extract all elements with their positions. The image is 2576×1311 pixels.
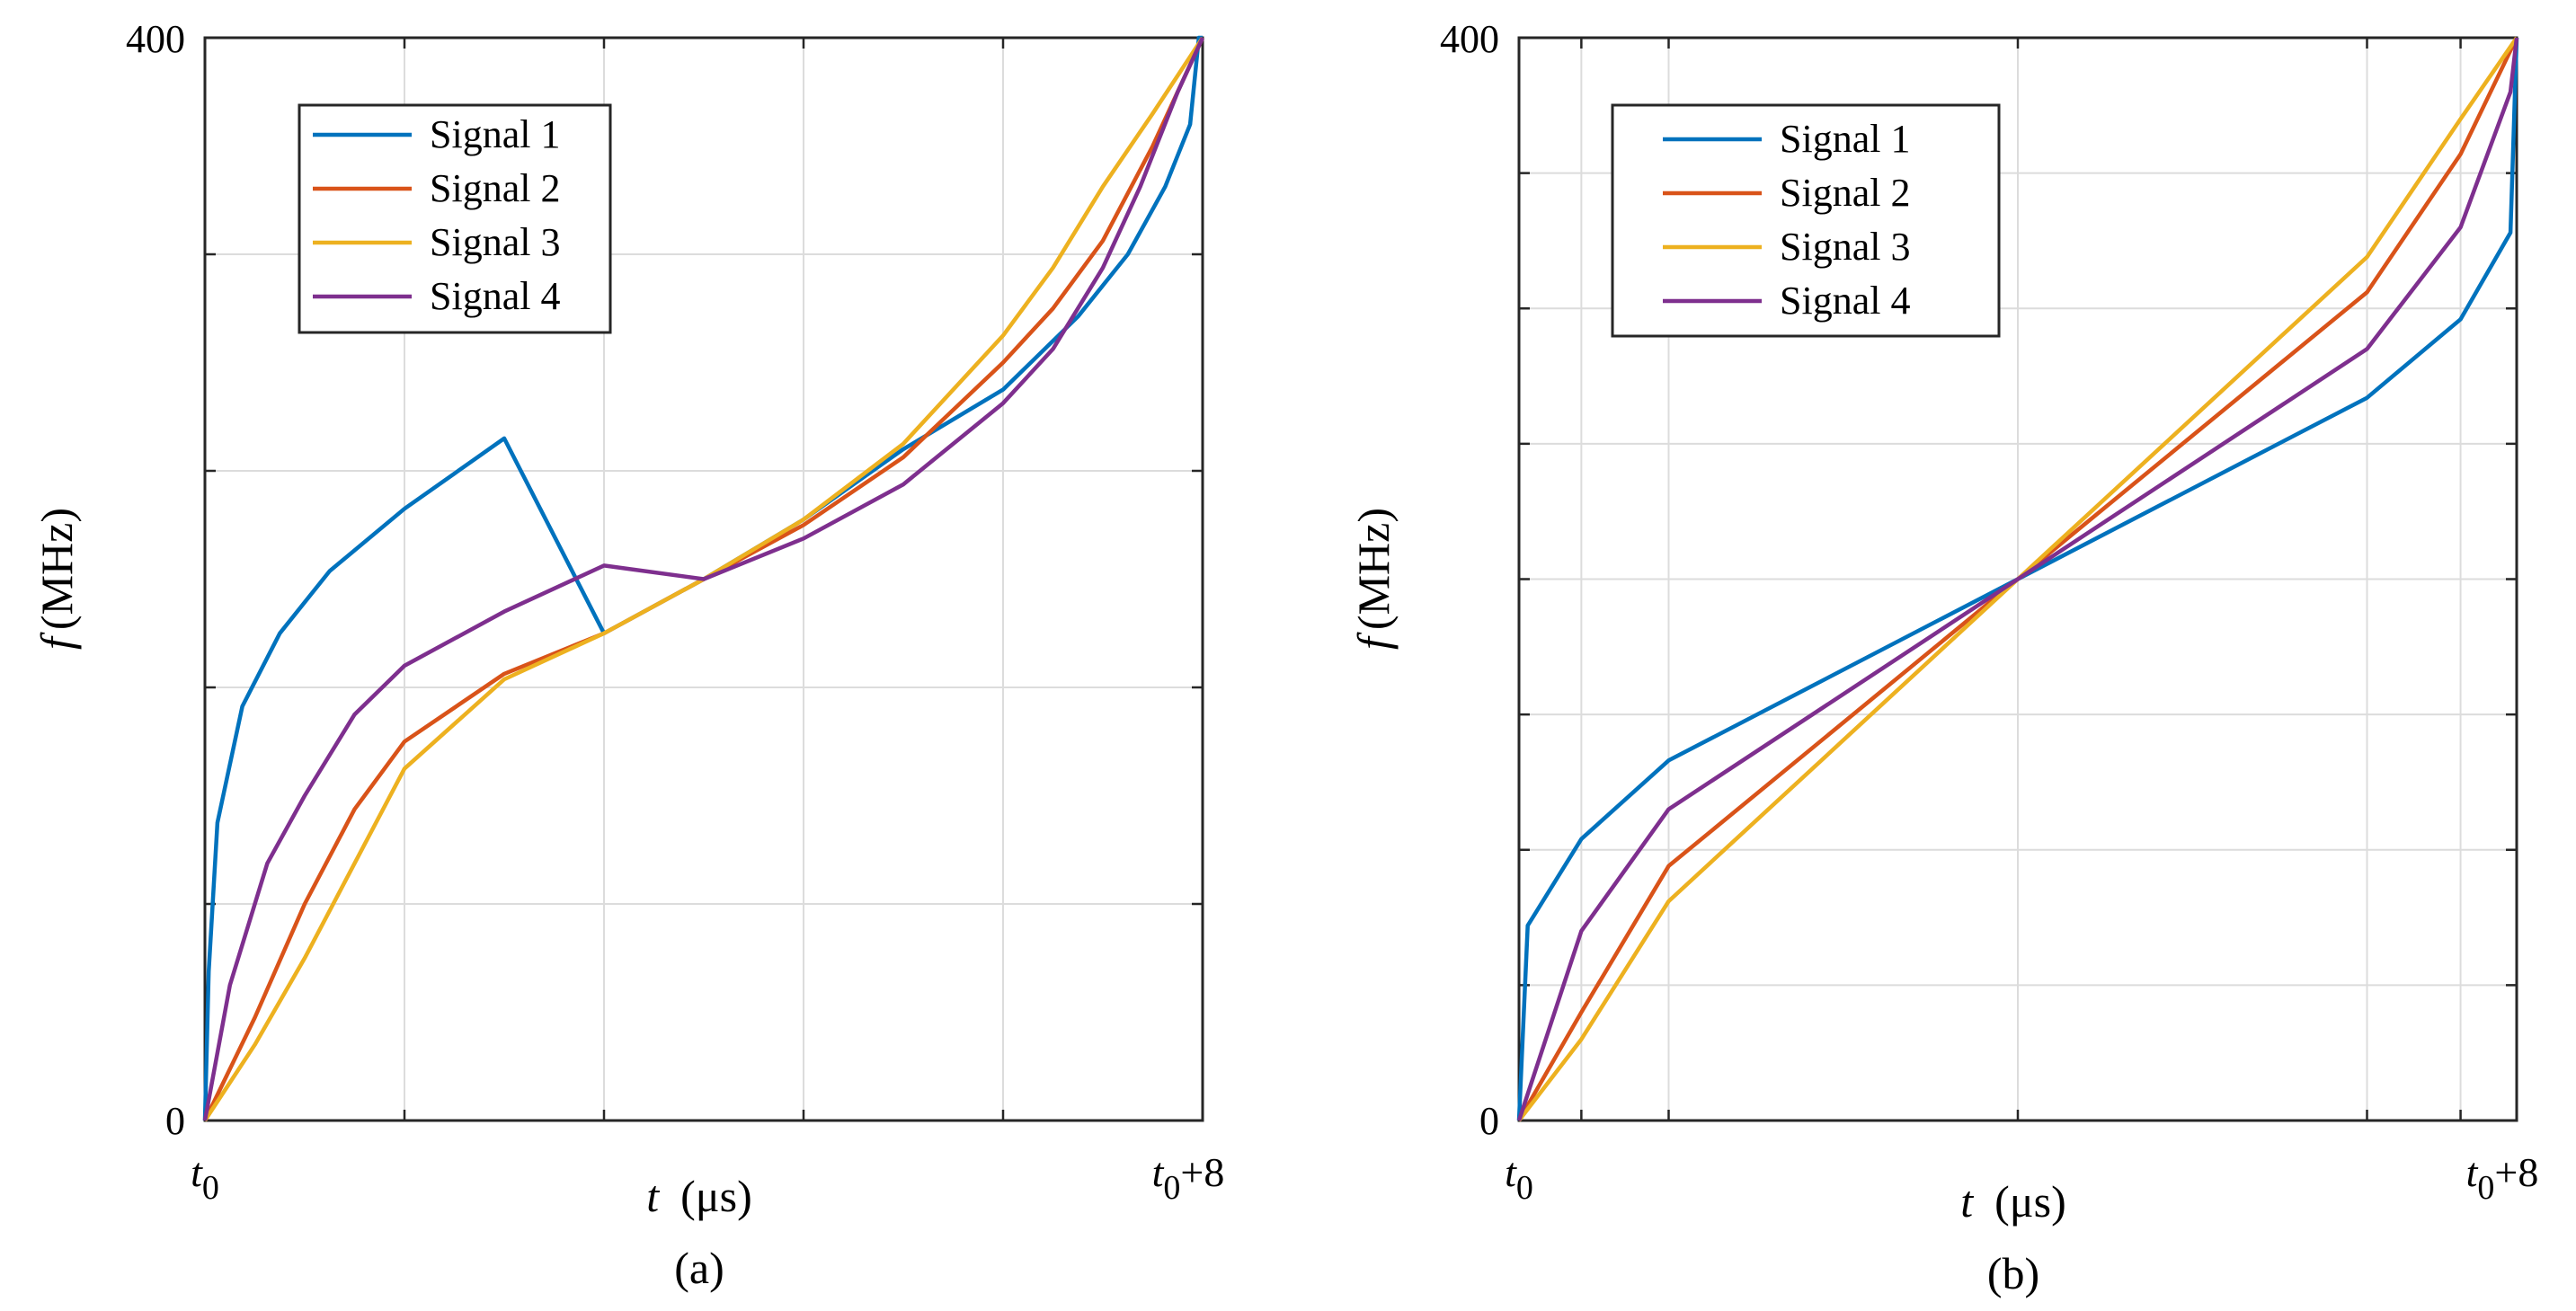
chart-panel-b: 400 0 t0 t0+8 t (μs) f(MHz) (b) Signal 1 … [1348, 17, 2538, 1298]
x-label-unit-a: (μs) [680, 1171, 752, 1221]
legend-label-signal-3-a: Signal 3 [430, 220, 560, 264]
legend-b: Signal 1 Signal 2 Signal 3 Signal 4 [1611, 103, 2001, 338]
y-label-symbol-a: f [31, 632, 82, 650]
ticks-b [1517, 36, 2518, 1122]
x-tick-end-suffix-b: +8 [2494, 1149, 2538, 1195]
x-axis-label-a: t (μs) [646, 1171, 751, 1221]
x-tick-start-sub-a: 0 [202, 1169, 219, 1207]
series-group-a [202, 35, 1205, 1122]
x-label-symbol-b: t [1960, 1176, 1974, 1227]
y-label-unit-a: (MHz) [31, 508, 82, 630]
legend-label-signal-1-a: Signal 1 [430, 112, 560, 156]
x-tick-start-base-b: t [1505, 1149, 1517, 1195]
x-tick-end-base-a: t [1152, 1149, 1165, 1195]
plot-area-a [203, 36, 1204, 1122]
x-label-symbol-a: t [646, 1171, 660, 1221]
y-axis-label-b: f (MHz) [1348, 508, 1399, 650]
x-tick-end-sub-a: 0 [1163, 1169, 1180, 1207]
series-line-signal-4-b [1516, 37, 2519, 1121]
x-tick-start-sub-b: 0 [1516, 1169, 1533, 1207]
x-tick-label-end-a: t0+8 [1152, 1149, 1225, 1207]
caption-b: (b) [1987, 1248, 2039, 1298]
x-tick-label-start-a: t0 [191, 1149, 219, 1207]
legend-label-signal-1-b: Signal 1 [1780, 117, 1910, 161]
legend-box-a [298, 103, 612, 334]
y-axis-label-a: f (MHz) [31, 508, 82, 650]
legend-label-signal-4-b: Signal 4 [1780, 279, 1910, 323]
x-label-unit-b: (μs) [1994, 1176, 2066, 1227]
y-label-unit-b: (MHz) [1348, 508, 1399, 630]
y-tick-label-0-a: 0 [165, 1099, 185, 1143]
x-tick-start-base-a: t [191, 1149, 203, 1195]
x-tick-end-sub-b: 0 [2477, 1169, 2494, 1207]
series-group-b [1516, 36, 2519, 1122]
y-tick-label-400-a: 400 [126, 17, 185, 61]
x-tick-end-suffix-a: +8 [1180, 1149, 1224, 1195]
x-tick-end-base-b: t [2466, 1149, 2479, 1195]
caption-a: (a) [674, 1243, 724, 1293]
x-tick-label-end-b: t0+8 [2466, 1149, 2539, 1207]
x-tick-label-start-b: t0 [1505, 1149, 1533, 1207]
legend-label-signal-4-a: Signal 4 [430, 274, 560, 318]
chart-panel-a: 400 0 t0 t0+8 t (μs) f(MHz) (a) Signal 1 … [31, 17, 1224, 1293]
legend-a: Signal 1 Signal 2 Signal 3 Signal 4 [298, 103, 612, 334]
y-tick-label-0-b: 0 [1479, 1099, 1499, 1143]
legend-box-b [1611, 103, 2001, 338]
legend-label-signal-2-b: Signal 2 [1780, 171, 1910, 215]
legend-label-signal-3-b: Signal 3 [1780, 225, 1910, 269]
y-tick-label-400-b: 400 [1440, 17, 1499, 61]
ticks-a [203, 36, 1204, 1122]
x-axis-label-b: t (μs) [1960, 1176, 2065, 1227]
legend-label-signal-2-a: Signal 2 [430, 166, 560, 210]
series-line-signal-4-a [202, 37, 1205, 1121]
y-label-symbol-b: f [1348, 632, 1399, 650]
